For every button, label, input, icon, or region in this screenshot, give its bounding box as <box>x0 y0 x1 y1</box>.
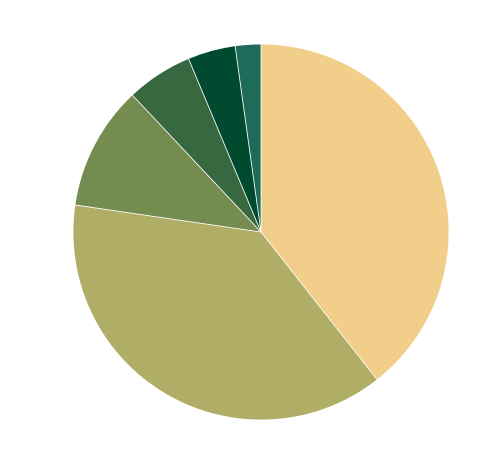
pie-slice-6 <box>234 43 262 233</box>
pie-slice-2 <box>72 204 378 421</box>
pie-slice-3 <box>74 94 263 233</box>
pie-slices <box>72 43 450 421</box>
pie-slice-1 <box>260 43 450 381</box>
